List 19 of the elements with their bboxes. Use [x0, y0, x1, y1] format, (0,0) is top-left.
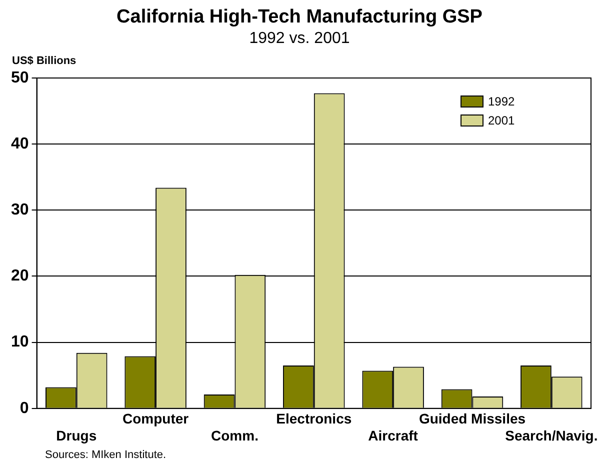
y-tick-label: 30: [11, 202, 29, 219]
y-tick-label: 20: [11, 268, 29, 285]
legend-label: 2001: [488, 113, 516, 128]
chart-title: California High-Tech Manufacturing GSP: [116, 6, 483, 28]
y-axis-title: US$ Billions: [12, 55, 76, 67]
x-tick-label: Computer: [122, 410, 190, 427]
x-tick-label: Drugs: [56, 427, 97, 444]
legend-label: 1992: [488, 94, 516, 108]
x-tick-label: Aircraft: [368, 427, 418, 444]
y-tick-label: 40: [11, 135, 29, 152]
y-tick-label: 50: [11, 69, 29, 86]
chart-subtitle: 1992 vs. 2001: [249, 30, 350, 47]
x-tick-label: Electronics: [276, 410, 352, 427]
y-tick-label: 0: [20, 400, 29, 417]
y-tick-label: 10: [11, 334, 29, 351]
x-tick-label: Comm.: [211, 427, 258, 444]
x-tick-label: Guided Missiles: [418, 410, 526, 427]
source-note: Sources: MIken Institute.: [45, 449, 166, 461]
x-tick-label: Search/Navig.: [505, 427, 598, 444]
